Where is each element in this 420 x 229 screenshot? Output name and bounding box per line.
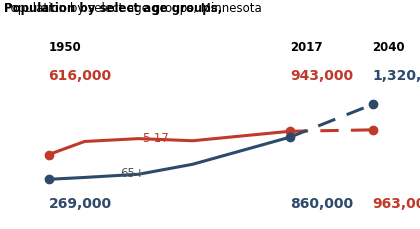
Text: 5-17: 5-17 (142, 132, 169, 145)
Text: Population by select age groups,: Population by select age groups, (4, 2, 223, 15)
Text: 65+: 65+ (121, 167, 145, 180)
Text: 269,000: 269,000 (49, 197, 112, 211)
Text: 963,000: 963,000 (373, 197, 420, 211)
Text: 943,000: 943,000 (290, 69, 353, 83)
Text: Population by select age groups, Minnesota: Population by select age groups, Minneso… (4, 2, 262, 15)
Text: 2017: 2017 (290, 41, 322, 54)
Text: 2040: 2040 (373, 41, 405, 54)
Text: 1950: 1950 (49, 41, 81, 54)
Text: 860,000: 860,000 (290, 197, 353, 211)
Text: 1,320,000: 1,320,000 (373, 69, 420, 83)
Text: 616,000: 616,000 (49, 69, 112, 83)
